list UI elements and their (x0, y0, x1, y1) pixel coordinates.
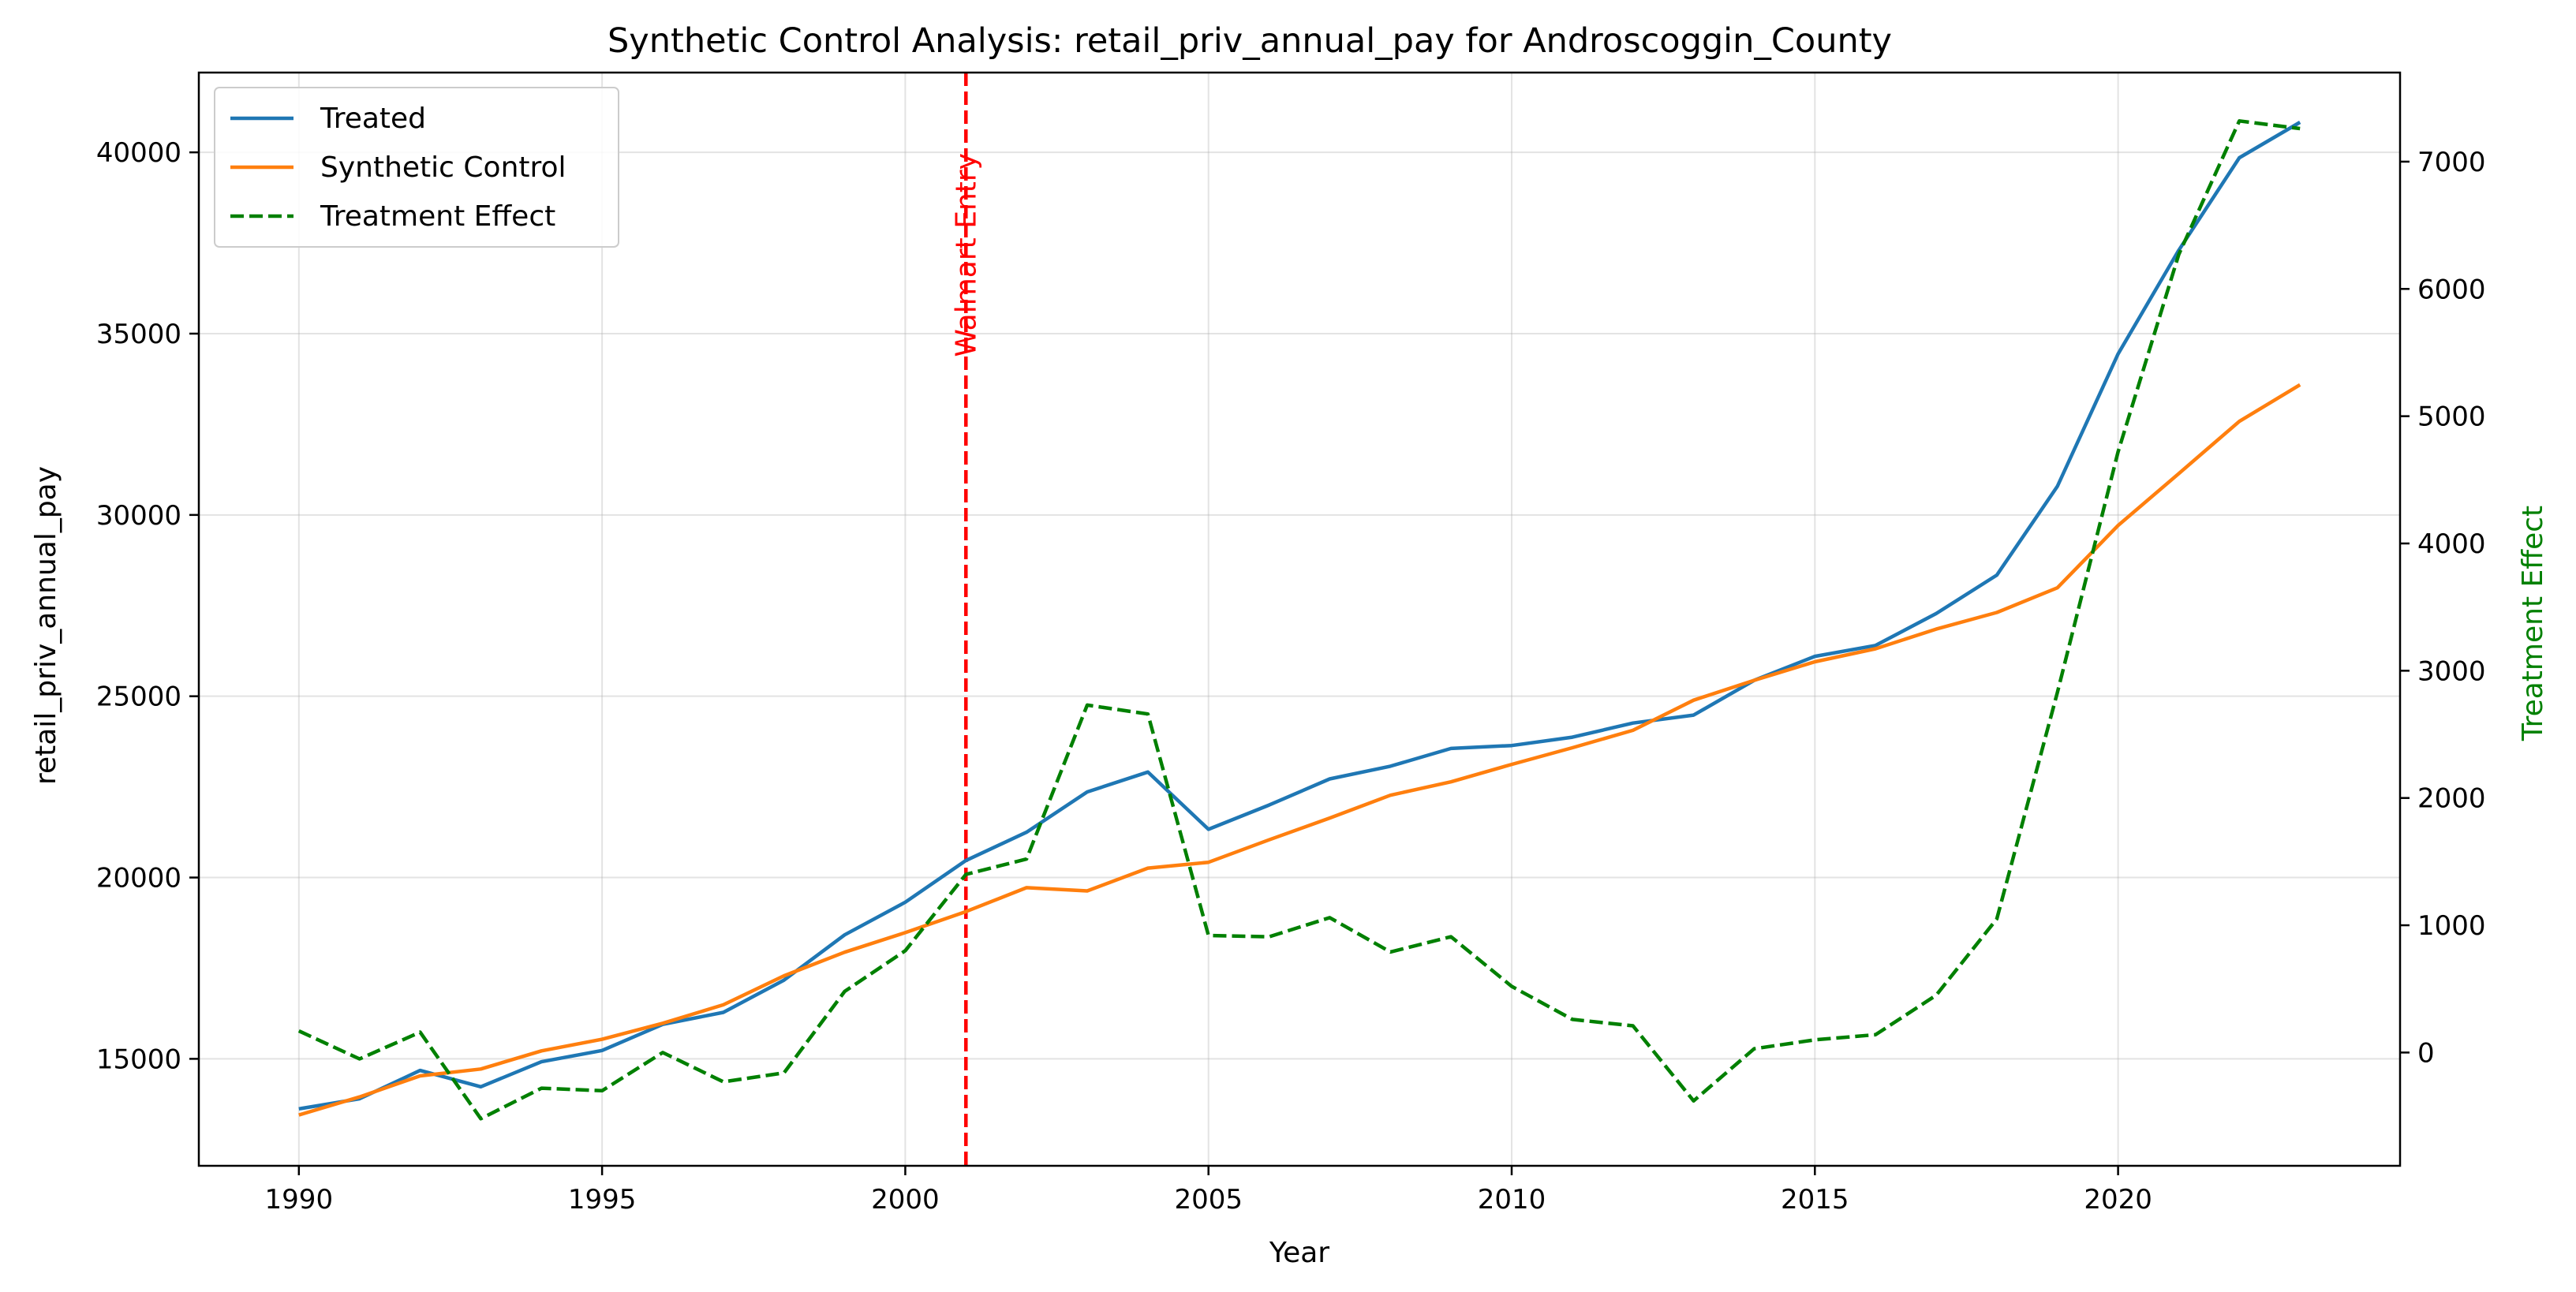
legend-label: Treatment Effect (320, 200, 555, 233)
legend-label: Treated (320, 103, 426, 135)
legend-label: Synthetic Control (320, 151, 566, 184)
x-tick-label: 2010 (1478, 1184, 1546, 1215)
y2-tick-label: 1000 (2417, 910, 2486, 942)
y-tick-label: 25000 (96, 681, 181, 713)
x-axis-ticks: 1990 1995 2000 2005 2010 2015 2020 (265, 1166, 2152, 1215)
y2-tick-label: 4000 (2417, 528, 2486, 560)
series-line-treated (298, 121, 2301, 1111)
y2-tick-label: 3000 (2417, 655, 2486, 687)
y2-tick-label: 7000 (2417, 147, 2486, 178)
y-tick-label: 20000 (96, 863, 181, 894)
y2-axis-ticks: 0 1000 2000 3000 4000 5000 6000 7000 (2400, 147, 2486, 1069)
x-tick-label: 2005 (1174, 1184, 1243, 1215)
y-tick-label: 30000 (96, 500, 181, 532)
y2-axis-label: Treatment Effect (2517, 506, 2549, 741)
x-tick-label: 1990 (265, 1184, 334, 1215)
y-tick-label: 15000 (96, 1044, 181, 1075)
annotation-layer: Walmart Entry (950, 153, 982, 357)
series-layer (297, 119, 2301, 1121)
series-line-treatment-effect (297, 119, 2301, 1121)
y-tick-label: 40000 (96, 137, 181, 169)
y-axis-label: retail_priv_annual_pay (30, 466, 62, 785)
x-axis-label: Year (1269, 1237, 1329, 1269)
series-line-synthetic-control (298, 383, 2301, 1117)
y2-tick-label: 0 (2417, 1037, 2435, 1069)
legend-box (214, 87, 619, 248)
chart-title: Synthetic Control Analysis: retail_priv_… (608, 21, 1892, 61)
x-tick-label: 2020 (2084, 1184, 2152, 1215)
y2-tick-label: 2000 (2417, 783, 2486, 815)
x-tick-label: 1995 (568, 1184, 637, 1215)
y2-tick-label: 6000 (2417, 274, 2486, 305)
legend: Treated Synthetic Control Treatment Effect (214, 87, 619, 248)
y-axis-ticks: 15000 20000 25000 30000 35000 40000 (96, 137, 199, 1075)
x-tick-label: 2000 (871, 1184, 940, 1215)
plot-frame (197, 71, 2402, 1167)
x-tick-label: 2015 (1781, 1184, 1849, 1215)
y2-tick-label: 5000 (2417, 401, 2486, 433)
y-tick-label: 35000 (96, 319, 181, 350)
walmart-entry-label: Walmart Entry (950, 153, 982, 357)
